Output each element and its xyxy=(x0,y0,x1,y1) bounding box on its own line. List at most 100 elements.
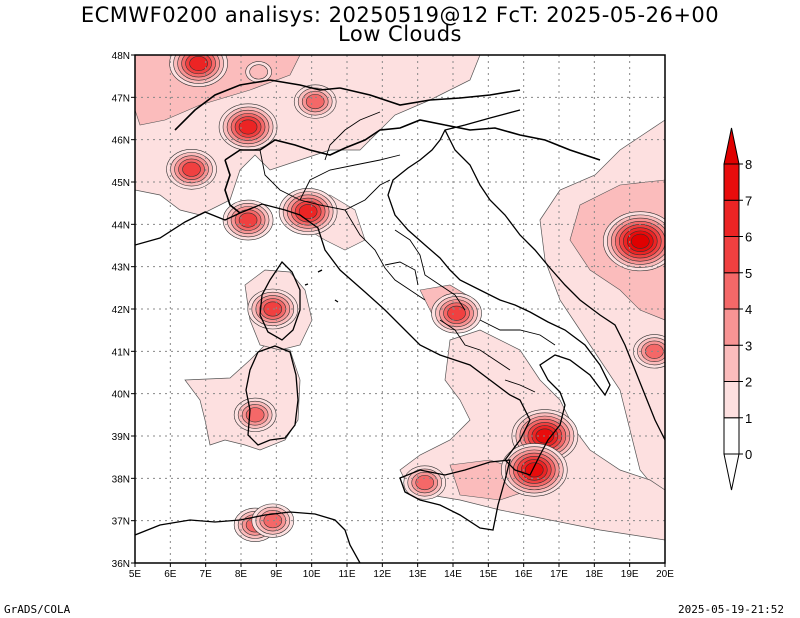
lon-tick-label: 13E xyxy=(409,569,427,580)
cloud-maximum xyxy=(251,503,295,538)
region-line-3 xyxy=(344,209,426,301)
contour-ring xyxy=(245,407,265,423)
lat-tick-label: 43N xyxy=(112,263,130,274)
cloud-maximum xyxy=(431,292,482,334)
lon-tick-label: 19E xyxy=(621,569,639,580)
region-line-1 xyxy=(259,149,391,211)
colorbar-label: 8 xyxy=(745,157,752,172)
colorbar-top-arrow xyxy=(723,127,740,165)
contour-ring xyxy=(238,119,258,135)
lon-tick-label: 5E xyxy=(129,569,142,580)
lon-tick-label: 9E xyxy=(270,569,283,580)
contour-ring xyxy=(415,475,435,491)
cloud-maximum xyxy=(218,103,278,151)
lat-tick-label: 36N xyxy=(112,559,130,570)
contour-ring xyxy=(305,94,325,110)
lat-tick-label: 38N xyxy=(112,474,130,485)
contour-ring xyxy=(447,305,466,321)
colorbar: 0 1 2 3 4 5 6 7 8 xyxy=(723,127,752,491)
cloud-maximum xyxy=(169,55,228,87)
lat-tick-label: 45N xyxy=(112,178,130,189)
lat-tick-label: 41N xyxy=(112,347,130,358)
coastline-italy-mainland xyxy=(135,109,611,476)
lat-tick-label: 48N xyxy=(112,51,130,62)
border-slovenia-croatia xyxy=(444,124,601,161)
contour-ring xyxy=(238,212,258,228)
lon-tick-label: 7E xyxy=(200,569,213,580)
regional-borders xyxy=(259,111,556,393)
lat-tick-label: 37N xyxy=(112,517,130,528)
coastline-sicily xyxy=(399,459,511,531)
region-line-8 xyxy=(504,379,536,393)
region-line-4 xyxy=(394,229,466,311)
region-line-6 xyxy=(439,319,511,371)
lon-tick-label: 15E xyxy=(479,569,497,580)
cloud-maximum xyxy=(602,211,665,272)
coastline-corsica xyxy=(259,260,301,341)
region-line-2 xyxy=(299,154,401,201)
colorbar-segment xyxy=(723,272,740,310)
footer-timestamp: 2025-05-19-21:52 xyxy=(678,603,784,616)
lon-tick-label: 14E xyxy=(444,569,462,580)
colorbar-segment xyxy=(723,381,740,419)
colorbar-segment xyxy=(723,344,740,382)
lat-tick-label: 44N xyxy=(112,220,130,231)
region-line-5 xyxy=(384,261,419,286)
cloud-maximum xyxy=(633,334,665,369)
contour-ring xyxy=(524,462,544,478)
cloud-maximum xyxy=(293,84,337,119)
cloud-maximum xyxy=(278,188,338,236)
colorbar-segment xyxy=(723,417,740,455)
cloud-maximum xyxy=(245,61,272,83)
cloud-maximum xyxy=(166,149,217,190)
lon-tick-label: 8E xyxy=(235,569,248,580)
lat-tick-label: 39N xyxy=(112,432,130,443)
coastline-sardinia xyxy=(245,345,299,446)
coastline-elba-islands xyxy=(304,269,339,303)
lat-tick-label: 40N xyxy=(112,390,130,401)
contour-ring xyxy=(263,301,283,317)
lon-tick-label: 10E xyxy=(303,569,321,580)
contour-ring xyxy=(249,64,268,80)
border-france-italy xyxy=(224,159,241,214)
lat-tick-label: 42N xyxy=(112,305,130,316)
contour-ring xyxy=(645,343,664,359)
region-line-7 xyxy=(479,319,556,346)
cloud-maxima xyxy=(166,55,665,543)
axis-ticks: 5E 6E 7E 8E 9E 10E 11E 12E 13E 14E 15E 16E 17E 18E 19E… xyxy=(112,51,675,580)
coastline-istria-dalmatia xyxy=(444,129,665,441)
colorbar-segment xyxy=(723,236,740,274)
lon-tick-label: 12E xyxy=(373,569,391,580)
lon-tick-label: 6E xyxy=(164,569,177,580)
colorbar-segment xyxy=(723,163,740,201)
cloud-maximum xyxy=(247,288,299,330)
coastlines xyxy=(135,109,665,563)
cloud-maximum xyxy=(233,397,277,432)
colorbar-label: 5 xyxy=(745,266,752,281)
colorbar-segment xyxy=(723,199,740,237)
region-line-9 xyxy=(324,111,381,161)
colorbar-label: 1 xyxy=(745,411,752,426)
graticule xyxy=(135,55,665,563)
border-austria-slovenia xyxy=(339,87,521,106)
lat-tick-label: 46N xyxy=(112,136,130,147)
colorbar-label: 2 xyxy=(745,375,752,390)
colorbar-bottom-arrow xyxy=(723,453,740,491)
colorbar-label: 3 xyxy=(745,338,752,353)
contour-ring xyxy=(182,161,201,177)
border-switzerland-north xyxy=(174,79,341,131)
colorbar-label: 4 xyxy=(745,302,752,317)
contour-ring xyxy=(630,233,650,249)
colorbar-segment xyxy=(723,308,740,346)
lon-tick-label: 11E xyxy=(338,569,355,580)
map-subtitle: Low Clouds xyxy=(338,22,462,46)
cloud-maximum xyxy=(403,465,447,500)
contour-ring xyxy=(189,55,208,71)
colorbar-label: 7 xyxy=(745,193,752,208)
lon-tick-label: 20E xyxy=(656,569,674,580)
coastline-north-africa xyxy=(135,511,361,563)
lon-tick-label: 18E xyxy=(585,569,603,580)
colorbar-label: 0 xyxy=(745,447,752,462)
footer-credit: GrADS/COLA xyxy=(4,603,71,616)
